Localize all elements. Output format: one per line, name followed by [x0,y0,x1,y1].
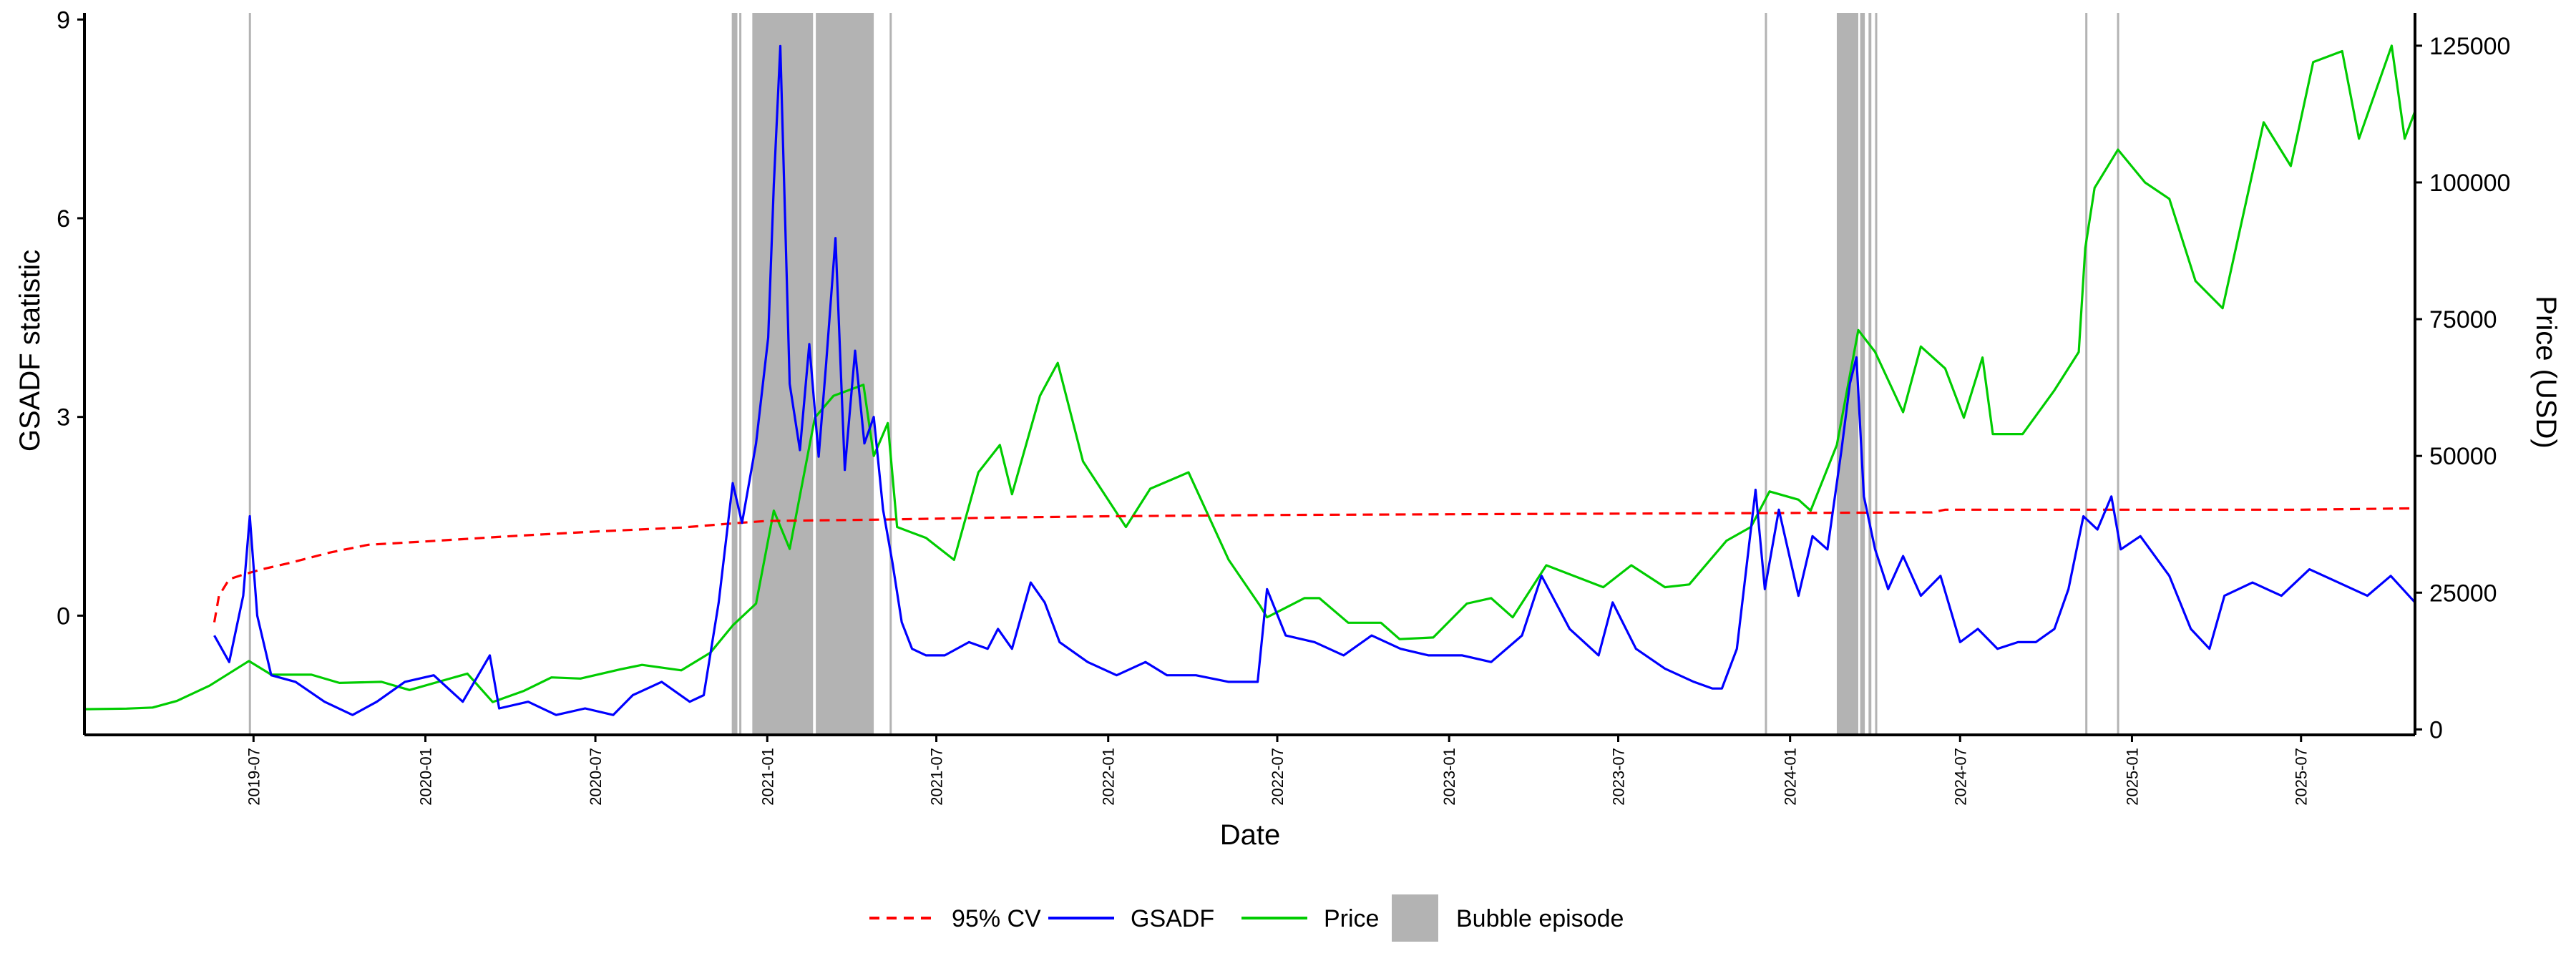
x-tick-label-2020-01: 2020-01 [417,748,435,806]
x-tick-label-2024-01: 2024-01 [1782,748,1800,806]
bubble-episode-11 [2085,13,2088,735]
legend-label-price: Price [1324,905,1379,932]
left-tick-label-9: 9 [57,6,70,34]
bubble-episode-8 [1860,13,1865,735]
x-tick-label-2022-07: 2022-07 [1269,748,1287,806]
series-line-gsadf [213,44,2416,716]
right-tick-label-25000: 25000 [2429,580,2497,607]
left-tick-label-0: 0 [57,602,70,630]
legend-label-bubble-episode: Bubble episode [1456,905,1624,932]
left-tick-label-3: 3 [57,404,70,431]
bubble-episode-0 [248,13,251,735]
series-line-price [84,44,2416,711]
bubble-episode-7 [1836,13,1858,735]
x-tick-label-2019-07: 2019-07 [245,748,263,806]
axes: 0 3 6 9 0 25000 50000 75000 100000 125000 2019-07 2… [57,6,2510,805]
right-axis-title: Price (USD) [2530,296,2562,448]
bubble-episode-12 [2117,13,2119,735]
series-line-95-cv [213,507,2416,623]
right-tick-label-75000: 75000 [2429,306,2497,333]
x-tick-label-2022-01: 2022-01 [1100,748,1118,806]
x-tick-label-2025-01: 2025-01 [2124,748,2142,806]
bubble-episode-9 [1868,13,1872,735]
x-tick-label-2020-07: 2020-07 [587,748,605,806]
x-tick-label-2023-01: 2023-01 [1440,748,1458,806]
legend-label-95-cv: 95% CV [952,905,1041,932]
x-tick-label-2021-01: 2021-01 [758,748,776,806]
legend-swatch-bubble-episode [1392,894,1438,942]
x-tick-label-2021-07: 2021-07 [928,748,946,806]
right-tick-label-0: 0 [2429,716,2443,743]
bubble-episode-2 [739,13,742,735]
right-tick-label-100000: 100000 [2429,170,2510,197]
bubble-episode-1 [731,13,738,735]
bubble-episode-10 [1875,13,1878,735]
legend: 95% CV GSADF Price Bubble episode [869,894,1624,942]
series-lines [84,44,2416,716]
legend-label-gsadf: GSADF [1131,905,1214,932]
x-tick-label-2023-07: 2023-07 [1610,748,1628,806]
x-tick-label-2024-07: 2024-07 [1951,748,1969,806]
left-tick-label-6: 6 [57,205,70,233]
x-tick-label-2025-07: 2025-07 [2293,748,2311,806]
bubble-episode-5 [889,13,892,735]
right-tick-label-125000: 125000 [2429,33,2510,60]
left-axis-title: GSADF statistic [14,250,46,452]
bubble-episode-6 [1765,13,1767,735]
right-tick-label-50000: 50000 [2429,443,2497,470]
x-axis-title: Date [1220,819,1281,851]
